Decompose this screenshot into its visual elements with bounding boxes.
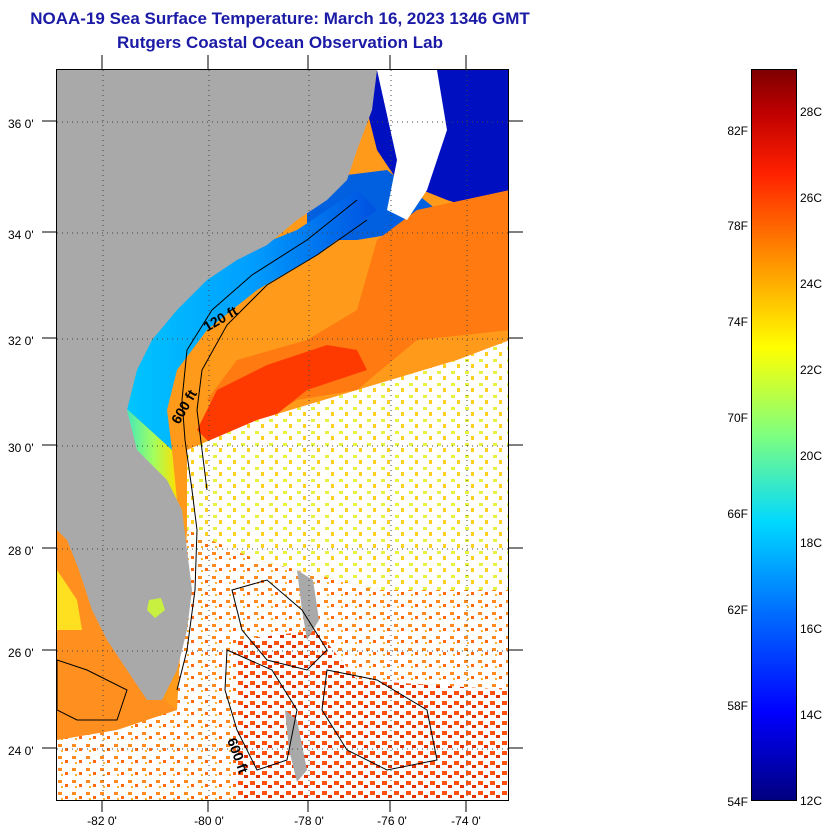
lon-label-80: -80 0' — [194, 814, 224, 828]
map-gridlines — [57, 70, 508, 800]
colorbar-label-14c: 14C — [800, 708, 823, 722]
colorbar-label-12c: 12C — [800, 794, 823, 808]
colorbar-label-24c: 24C — [800, 277, 823, 291]
lon-label-78: -78 0' — [294, 814, 324, 828]
colorbar-label-62f: 62F — [727, 603, 748, 617]
temperature-colorbar — [751, 69, 797, 801]
lat-label-32: 32 0' — [8, 334, 34, 348]
colorbar-label-74f: 74F — [727, 315, 748, 329]
lat-label-26: 26 0' — [8, 646, 34, 660]
colorbar-label-58f: 58F — [727, 699, 748, 713]
lat-label-30: 30 0' — [8, 441, 34, 455]
sst-map: 120 ft 600 ft 600 ft — [56, 69, 509, 801]
lon-label-82: -82 0' — [87, 814, 117, 828]
colorbar-label-54f: 54F — [727, 795, 748, 809]
colorbar-label-22c: 22C — [800, 363, 823, 377]
colorbar-label-16c: 16C — [800, 622, 823, 636]
map-subtitle: Rutgers Coastal Ocean Observation Lab — [117, 33, 443, 52]
lat-label-36: 36 0' — [8, 117, 34, 131]
colorbar-label-82f: 82F — [727, 124, 748, 138]
map-title: NOAA-19 Sea Surface Temperature: March 1… — [30, 9, 530, 28]
colorbar-label-18c: 18C — [800, 536, 823, 550]
lat-label-34: 34 0' — [8, 228, 34, 242]
colorbar-label-78f: 78F — [727, 219, 748, 233]
colorbar-label-70f: 70F — [727, 411, 748, 425]
sst-map-svg: 120 ft 600 ft 600 ft — [57, 70, 508, 800]
lat-label-24: 24 0' — [8, 744, 34, 758]
colorbar-label-28c: 28C — [800, 105, 823, 119]
colorbar-label-26c: 26C — [800, 191, 823, 205]
colorbar-label-66f: 66F — [727, 507, 748, 521]
lon-label-74: -74 0' — [451, 814, 481, 828]
lat-label-28: 28 0' — [8, 544, 34, 558]
colorbar-label-20c: 20C — [800, 449, 823, 463]
lon-label-76: -76 0' — [377, 814, 407, 828]
